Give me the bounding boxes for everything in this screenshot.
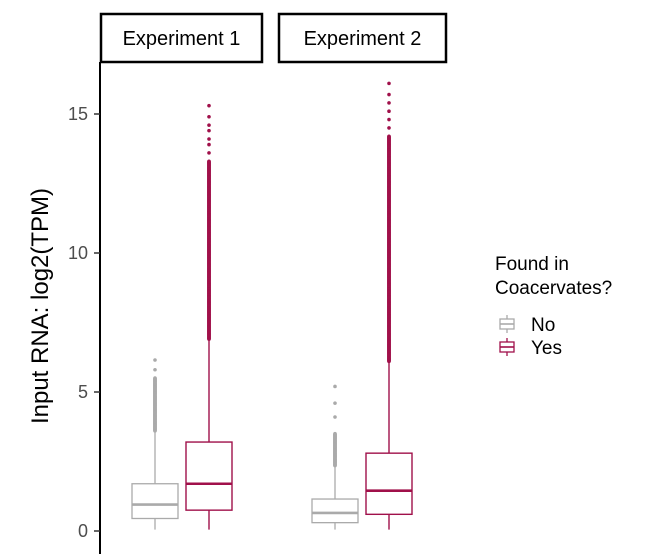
plot-area [131,81,413,530]
box-3 [311,384,359,530]
outlier-point [207,142,211,147]
legend-label-yes: Yes [531,338,562,359]
outlier-point [207,128,211,133]
legend-title-line-2: Coacervates? [495,278,612,299]
legend-key-no [499,315,515,333]
legend-keys [499,315,515,356]
outlier-point [207,137,211,141]
outlier-point [387,92,391,97]
y-tick-label: 15 [68,104,88,124]
outlier-point [207,123,211,127]
legend: Found in Coacervates? No Yes [495,254,612,359]
outlier-point [333,401,337,405]
outlier-point [387,134,391,139]
outlier-point [387,101,391,105]
facet-strip-2: Experiment 2 [277,12,448,64]
outlier-point [387,109,391,114]
outlier-point [153,367,157,372]
outlier-point [153,358,157,362]
facet-strip-1: Experiment 1 [99,12,264,64]
facet-label-2: Experiment 2 [304,28,422,50]
outlier-point [333,415,337,419]
box-body [131,483,179,520]
box-1 [131,358,179,530]
box-body [311,498,359,524]
outlier-point [207,159,211,164]
box-2 [185,103,233,530]
legend-title-line-1: Found in [495,254,569,275]
y-tick-label: 5 [78,382,88,402]
box-body [365,452,413,516]
box-body [185,441,233,511]
outlier-point [153,376,157,380]
outlier-point [387,126,391,130]
outlier-point [387,81,391,86]
outlier-point [387,117,391,122]
box-4 [365,81,413,530]
outlier-point [207,151,211,155]
legend-key-yes [499,338,515,356]
facet-label-1: Experiment 1 [123,28,241,50]
outlier-point [207,103,211,108]
y-tick-label: 10 [68,243,88,263]
outlier-point [333,384,337,389]
outlier-point [207,114,211,119]
outlier-point [333,431,337,436]
y-ticks: 0 5 10 15 [68,104,100,541]
legend-label-no: No [531,315,555,336]
y-axis-title: Input RNA: log2(TPM) [27,188,54,424]
y-tick-label: 0 [78,521,88,541]
